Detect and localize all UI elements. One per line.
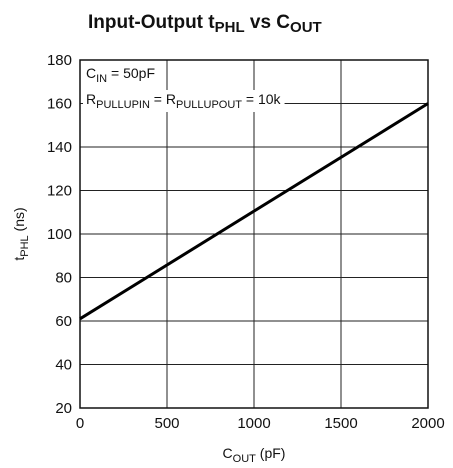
y-tick-label: 80: [55, 270, 72, 287]
text-part: R: [86, 91, 96, 107]
x-tick-label: 1500: [324, 415, 357, 432]
subscript: OUT: [290, 19, 322, 36]
subscript: IN: [96, 73, 107, 85]
subscript: OUT: [233, 453, 257, 465]
data-line: [79, 102, 429, 321]
text-part: C: [86, 65, 96, 81]
text-part: = R: [150, 91, 176, 107]
text-part: (ns): [11, 207, 27, 235]
annotation-background: [83, 90, 285, 112]
x-tick-label: 500: [154, 415, 179, 432]
y-tick-label: 180: [47, 52, 72, 69]
y-tick-label: 40: [55, 357, 72, 374]
subscript: PHL: [215, 19, 245, 36]
text-part: C: [223, 445, 233, 461]
y-tick-label: 100: [47, 226, 72, 243]
y-tick-label: 160: [47, 96, 72, 113]
x-tick-label: 0: [76, 415, 84, 432]
text-part: (pF): [256, 445, 286, 461]
annotation: CIN = 50pF: [86, 65, 155, 85]
subscript: PULLUPIN: [96, 99, 150, 111]
y-tick-label: 20: [55, 400, 72, 417]
chart-title: Input-Output tPHL vs COUT: [88, 12, 322, 36]
y-axis-label: tPHL (ns): [11, 207, 31, 260]
x-tick-label: 2000: [411, 415, 444, 432]
subscript: PULLUPOUT: [176, 99, 242, 111]
text-part: Input-Output t: [88, 12, 215, 33]
text-part: = 10k: [242, 91, 282, 107]
x-axis-label: COUT (pF): [223, 445, 286, 465]
annotation: RPULLUPIN = RPULLUPOUT = 10k: [86, 91, 282, 111]
subscript: PHL: [19, 235, 31, 256]
text-part: vs C: [245, 12, 291, 33]
x-tick-label: 1000: [237, 415, 270, 432]
y-tick-label: 60: [55, 313, 72, 330]
text-part: = 50pF: [107, 65, 155, 81]
plot-frame: [79, 59, 429, 409]
y-tick-label: 140: [47, 139, 72, 156]
y-tick-label: 120: [47, 183, 72, 200]
text-part: t: [11, 257, 27, 261]
